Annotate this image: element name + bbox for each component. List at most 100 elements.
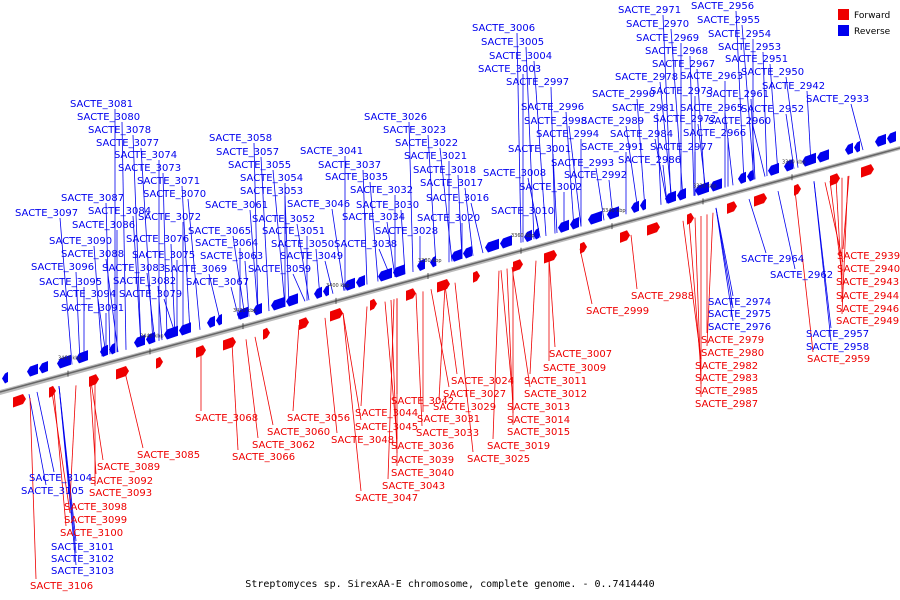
gene-label: SACTE_3048 bbox=[331, 435, 394, 446]
leader-line bbox=[362, 169, 368, 285]
reverse-gene-arrow bbox=[356, 275, 365, 288]
reverse-gene-arrow bbox=[500, 235, 512, 249]
gene-label: SACTE_2952 bbox=[741, 104, 804, 115]
reverse-gene-arrow bbox=[237, 306, 248, 320]
gene-label: SACTE_3040 bbox=[391, 468, 454, 479]
forward-gene-arrow bbox=[196, 345, 206, 358]
leader-line bbox=[90, 381, 104, 461]
gene-label: SACTE_3045 bbox=[355, 422, 418, 433]
gene-label: SACTE_2942 bbox=[762, 81, 825, 92]
leader-line bbox=[694, 217, 702, 385]
gene-label: SACTE_3074 bbox=[114, 150, 177, 161]
leader-line bbox=[324, 260, 334, 294]
leader-line bbox=[29, 397, 37, 580]
reverse-gene-arrow bbox=[533, 227, 539, 240]
reverse-gene-arrow bbox=[179, 322, 191, 336]
legend: Forward Reverse bbox=[838, 9, 891, 37]
forward-gene-arrow bbox=[437, 279, 450, 293]
leader-line bbox=[342, 312, 362, 421]
reverse-gene-arrow bbox=[817, 149, 829, 163]
gene-label: SACTE_3097 bbox=[15, 208, 78, 219]
gene-label: SACTE_3056 bbox=[287, 413, 350, 424]
gene-label: SACTE_3084 bbox=[88, 206, 151, 217]
gene-label: SACTE_3054 bbox=[240, 173, 303, 184]
gene-label: SACTE_3041 bbox=[300, 146, 363, 157]
leader-line bbox=[748, 198, 767, 254]
gene-label: SACTE_3032 bbox=[350, 185, 413, 196]
forward-gene-arrow bbox=[49, 385, 56, 398]
gene-label: SACTE_3068 bbox=[195, 413, 258, 424]
leader-line bbox=[659, 81, 673, 202]
gene-label: SACTE_3061 bbox=[205, 200, 268, 211]
gene-label: SACTE_3018 bbox=[413, 165, 476, 176]
gene-label: SACTE_3059 bbox=[248, 264, 311, 275]
leader-line bbox=[511, 267, 531, 388]
scale-tick-label: 3320 kbp bbox=[693, 183, 717, 189]
reverse-gene-arrow bbox=[695, 181, 709, 196]
forward-gene-arrow bbox=[830, 173, 840, 186]
gene-label: SACTE_3085 bbox=[137, 450, 200, 461]
leader-line bbox=[253, 142, 259, 315]
gene-label: SACTE_2958 bbox=[806, 342, 869, 353]
leader-line bbox=[249, 209, 259, 315]
leader-line bbox=[430, 289, 450, 388]
leader-line bbox=[444, 285, 458, 375]
gene-label: SACTE_2944 bbox=[836, 291, 899, 302]
forward-gene-arrow bbox=[544, 250, 557, 264]
gene-label: SACTE_2996 bbox=[521, 102, 584, 113]
gene-label: SACTE_3080 bbox=[77, 112, 140, 123]
leader-line bbox=[427, 134, 437, 266]
scale-tick-label: 3340 kbp bbox=[602, 208, 626, 214]
leader-line bbox=[59, 217, 73, 365]
forward-gene-arrow bbox=[754, 193, 767, 207]
gene-label: SACTE_3026 bbox=[364, 112, 427, 123]
gene-label: SACTE_2981 bbox=[612, 103, 675, 114]
scale-ticks: 3460 kbp 3440 kbp 3420 kbp 3400 kbp 3380 kbp… bbox=[58, 159, 806, 377]
leader-line bbox=[525, 46, 535, 240]
reverse-gene-arrow bbox=[463, 246, 472, 259]
forward-gene-arrow bbox=[330, 308, 343, 322]
reverse-gene-arrow bbox=[2, 371, 8, 384]
gene-label: SACTE_2999 bbox=[586, 306, 649, 317]
gene-label: SACTE_3050 bbox=[271, 239, 334, 250]
forward-gene-arrow bbox=[116, 366, 129, 380]
leader-line bbox=[260, 156, 270, 312]
gene-label: SACTE_3024 bbox=[451, 376, 514, 387]
leader-line bbox=[535, 215, 541, 238]
reverse-gene-arrow bbox=[570, 217, 579, 230]
leader-line bbox=[342, 312, 362, 492]
gene-label: SACTE_3079 bbox=[119, 289, 182, 300]
forward-gene-arrow bbox=[580, 241, 587, 254]
gene-label: SACTE_2976 bbox=[708, 322, 771, 333]
forward-gene-arrow bbox=[406, 288, 416, 301]
leader-line bbox=[245, 339, 259, 439]
forward-gene-arrow bbox=[13, 393, 26, 408]
forward-gene-arrow bbox=[687, 212, 694, 225]
gene-label: SACTE_2966 bbox=[683, 128, 746, 139]
gene-label: SACTE_2985 bbox=[695, 386, 758, 397]
reverse-gene-arrow bbox=[738, 171, 746, 184]
leader-line bbox=[662, 14, 672, 203]
legend-forward-swatch bbox=[838, 9, 849, 20]
gene-label: SACTE_2970 bbox=[626, 19, 689, 30]
reverse-gene-arrow bbox=[710, 178, 722, 192]
leader-line bbox=[548, 257, 556, 348]
gene-label: SACTE_2940 bbox=[837, 264, 900, 275]
gene-label: SACTE_3063 bbox=[200, 251, 263, 262]
leader-line bbox=[292, 273, 306, 302]
gene-label: SACTE_3034 bbox=[342, 212, 405, 223]
gene-label: SACTE_3049 bbox=[280, 251, 343, 262]
leader-line bbox=[121, 121, 127, 350]
gene-label: SACTE_2971 bbox=[618, 5, 681, 16]
gene-label: SACTE_3042 bbox=[391, 396, 454, 407]
leader-line bbox=[272, 169, 286, 307]
leader-line bbox=[244, 260, 250, 317]
reverse-gene-arrow bbox=[665, 190, 676, 204]
gene-label: SACTE_3019 bbox=[487, 441, 550, 452]
gene-label: SACTE_2975 bbox=[708, 309, 771, 320]
reverse-gene-arrow bbox=[607, 206, 619, 220]
gene-label: SACTE_3094 bbox=[53, 289, 116, 300]
forward-gene-arrow bbox=[156, 356, 163, 369]
gene-label: SACTE_2983 bbox=[695, 373, 758, 384]
leader-line bbox=[124, 372, 144, 449]
